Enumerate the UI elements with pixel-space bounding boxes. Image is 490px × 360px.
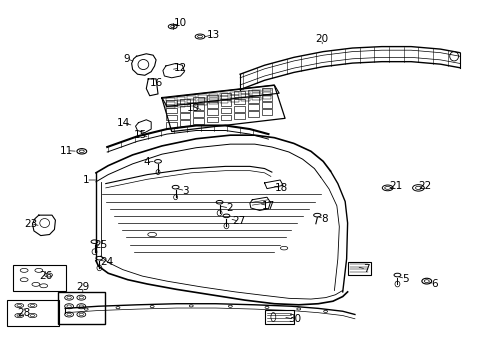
Bar	[176, 97, 185, 100]
Bar	[198, 102, 207, 105]
Bar	[187, 103, 196, 106]
Bar	[234, 106, 245, 112]
Text: 15: 15	[133, 130, 147, 140]
Bar	[13, 265, 66, 291]
Text: 7: 7	[363, 264, 369, 274]
Bar	[58, 292, 105, 324]
Bar	[166, 108, 176, 113]
Bar	[262, 102, 272, 108]
Bar	[262, 95, 272, 101]
Bar	[252, 93, 261, 96]
Text: 28: 28	[18, 308, 31, 318]
Bar	[220, 100, 228, 103]
Bar	[187, 100, 196, 103]
Bar	[179, 106, 190, 112]
Text: 21: 21	[389, 181, 402, 192]
Bar	[209, 98, 218, 100]
Text: 14: 14	[117, 118, 130, 128]
Bar	[207, 95, 218, 101]
Text: 25: 25	[94, 240, 107, 250]
Text: 29: 29	[76, 282, 89, 292]
Bar	[263, 92, 271, 95]
Bar	[193, 97, 204, 103]
Bar	[209, 94, 218, 97]
Text: 22: 22	[418, 181, 431, 192]
Text: 10: 10	[174, 18, 187, 28]
Text: 11: 11	[60, 145, 74, 156]
Text: 4: 4	[143, 157, 149, 167]
Bar	[234, 91, 245, 97]
Text: 3: 3	[182, 186, 189, 196]
Text: 30: 30	[288, 314, 301, 324]
Bar	[252, 90, 261, 93]
Bar	[207, 102, 218, 108]
Bar	[234, 113, 245, 119]
Text: 6: 6	[431, 279, 438, 289]
Text: 19: 19	[187, 103, 200, 113]
Bar	[248, 97, 259, 103]
Bar	[248, 104, 259, 110]
Bar	[347, 262, 371, 275]
Bar	[166, 102, 174, 105]
Bar	[252, 97, 261, 100]
Bar	[248, 90, 259, 95]
Bar	[166, 98, 174, 101]
Bar	[179, 99, 190, 104]
Bar	[179, 113, 190, 119]
Bar	[234, 99, 245, 104]
Bar	[220, 100, 231, 106]
Text: 9: 9	[123, 54, 130, 64]
Bar	[198, 95, 207, 98]
Bar	[207, 109, 218, 115]
Bar	[209, 101, 218, 104]
Bar	[241, 91, 250, 94]
Text: 18: 18	[275, 183, 288, 193]
Bar	[176, 104, 185, 107]
Bar	[230, 92, 239, 95]
Bar	[220, 115, 231, 121]
Bar	[241, 98, 250, 101]
Bar	[220, 96, 228, 99]
Bar	[220, 93, 231, 99]
Bar	[262, 88, 272, 94]
Bar	[220, 108, 231, 113]
Text: 13: 13	[207, 30, 220, 40]
Bar	[263, 89, 271, 91]
Text: 26: 26	[39, 271, 52, 281]
Bar	[193, 111, 204, 117]
Bar	[187, 96, 196, 99]
Bar	[166, 115, 176, 121]
Text: 27: 27	[233, 216, 246, 226]
Text: 5: 5	[402, 274, 409, 284]
Bar	[220, 93, 228, 96]
Bar	[241, 94, 250, 97]
Text: 1: 1	[83, 175, 90, 185]
Bar	[263, 96, 271, 99]
Text: 23: 23	[24, 219, 38, 229]
Bar	[166, 100, 176, 106]
Bar	[166, 105, 174, 108]
Bar	[262, 109, 272, 115]
Bar	[198, 99, 207, 102]
Text: 17: 17	[262, 201, 275, 211]
Text: 24: 24	[100, 257, 114, 267]
Bar	[176, 101, 185, 104]
Bar	[230, 99, 239, 102]
Text: 12: 12	[174, 63, 187, 73]
Text: 20: 20	[316, 35, 329, 44]
Bar	[6, 300, 59, 326]
Bar	[193, 104, 204, 110]
Bar	[248, 111, 259, 117]
Bar	[207, 117, 218, 122]
Text: 8: 8	[321, 214, 327, 224]
Text: 16: 16	[149, 78, 163, 88]
Text: 2: 2	[226, 203, 233, 213]
Bar	[230, 95, 239, 98]
Bar	[265, 310, 294, 324]
Bar	[179, 120, 190, 126]
Bar	[166, 122, 176, 128]
Bar	[193, 118, 204, 124]
